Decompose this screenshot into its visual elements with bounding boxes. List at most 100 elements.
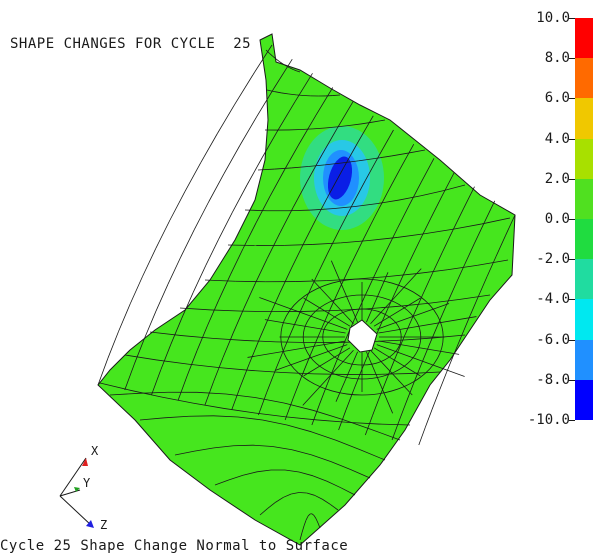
mesh-line [335, 351, 358, 402]
mesh-line [461, 315, 471, 336]
mesh-line [305, 516, 309, 521]
mesh-line [293, 69, 297, 72]
mesh-line [302, 349, 354, 406]
mesh-line [378, 129, 394, 156]
mesh-line [486, 255, 497, 277]
mesh-line [366, 272, 389, 323]
mesh-line [124, 354, 157, 361]
mesh-line [376, 303, 450, 330]
mesh-line [446, 353, 455, 373]
mesh-line [317, 522, 321, 529]
mesh-line [109, 392, 140, 396]
mesh-line [370, 349, 413, 396]
mesh-line [454, 264, 466, 286]
mesh-ring [322, 308, 402, 366]
mesh-line [311, 404, 320, 426]
mesh-line [441, 172, 455, 196]
mesh-line [269, 169, 286, 197]
mesh-line [200, 133, 218, 163]
plot-caption: Cycle 25 Shape Change Normal to Surface [0, 538, 349, 554]
mesh-line [218, 274, 231, 301]
mesh-line [252, 44, 273, 76]
mesh-line [469, 295, 479, 316]
mesh-line [269, 52, 274, 57]
mesh-line [294, 73, 313, 102]
mesh-line [268, 292, 281, 317]
mesh-line [254, 412, 287, 418]
legend-tick [569, 379, 575, 381]
mesh-line [124, 363, 135, 391]
mesh-line [295, 280, 327, 282]
mesh-line [248, 340, 260, 364]
mesh-line [370, 339, 403, 343]
mesh-line [196, 391, 227, 395]
mesh-line [294, 300, 306, 325]
mesh-line [230, 248, 244, 275]
legend-tick [569, 138, 575, 140]
mesh-line [442, 184, 466, 192]
mesh-line [348, 123, 362, 126]
mesh-line [373, 347, 421, 377]
mesh-line [335, 340, 346, 363]
mesh-line [223, 408, 256, 414]
mesh-line [284, 244, 313, 246]
mesh-line [250, 370, 283, 373]
mesh-line [231, 386, 241, 411]
legend-tick [569, 219, 575, 220]
mesh-line [212, 337, 245, 341]
mesh-line [370, 428, 401, 441]
mesh-line [327, 229, 340, 254]
mesh-line [422, 273, 433, 296]
legend-label: -8.0 [536, 371, 570, 388]
triad-x-label: X [91, 444, 99, 458]
mesh-line [283, 402, 314, 411]
mesh-line [299, 114, 317, 143]
legend-label: -10.0 [527, 412, 570, 428]
mesh-line [312, 127, 326, 130]
mesh-line [149, 331, 182, 336]
mesh-line [395, 336, 405, 357]
mesh-line [259, 297, 348, 330]
mesh-line [308, 164, 325, 167]
blue-spot [327, 156, 353, 200]
mesh-line [256, 469, 272, 473]
mesh-line [286, 65, 290, 69]
mesh-line [365, 155, 380, 181]
mesh-line [445, 284, 456, 306]
legend-swatch [575, 219, 593, 260]
mesh-line [279, 267, 292, 293]
mesh-line [242, 471, 258, 476]
mesh-line [431, 252, 443, 275]
mesh-line [247, 340, 346, 358]
mesh-line [133, 337, 146, 365]
mesh-line [167, 256, 182, 285]
triad-z-axis [59, 495, 93, 527]
mesh-line [303, 218, 317, 244]
mesh-line [464, 243, 475, 265]
mesh-line [478, 276, 488, 297]
mesh-ring [280, 278, 444, 396]
mesh-line [214, 479, 230, 486]
mesh-line [256, 88, 275, 118]
mesh-line [312, 475, 328, 482]
mesh-line [272, 56, 277, 60]
mesh-line [396, 205, 410, 229]
mesh-line [327, 361, 337, 384]
mesh-line [164, 415, 190, 419]
mesh-line [155, 284, 169, 312]
mesh-line [379, 306, 390, 328]
mesh-line [301, 525, 305, 533]
mesh-line [151, 369, 162, 396]
mesh-line [169, 191, 186, 221]
mesh-line [366, 351, 394, 414]
deformation-zone [300, 126, 384, 230]
mesh-line [376, 199, 400, 205]
mesh-line [186, 350, 198, 376]
mesh-line [129, 275, 144, 304]
mesh-line [408, 371, 441, 374]
mesh-line [373, 297, 421, 327]
mesh-line [282, 63, 287, 67]
mesh-line [155, 219, 171, 249]
mesh-line [170, 318, 183, 345]
